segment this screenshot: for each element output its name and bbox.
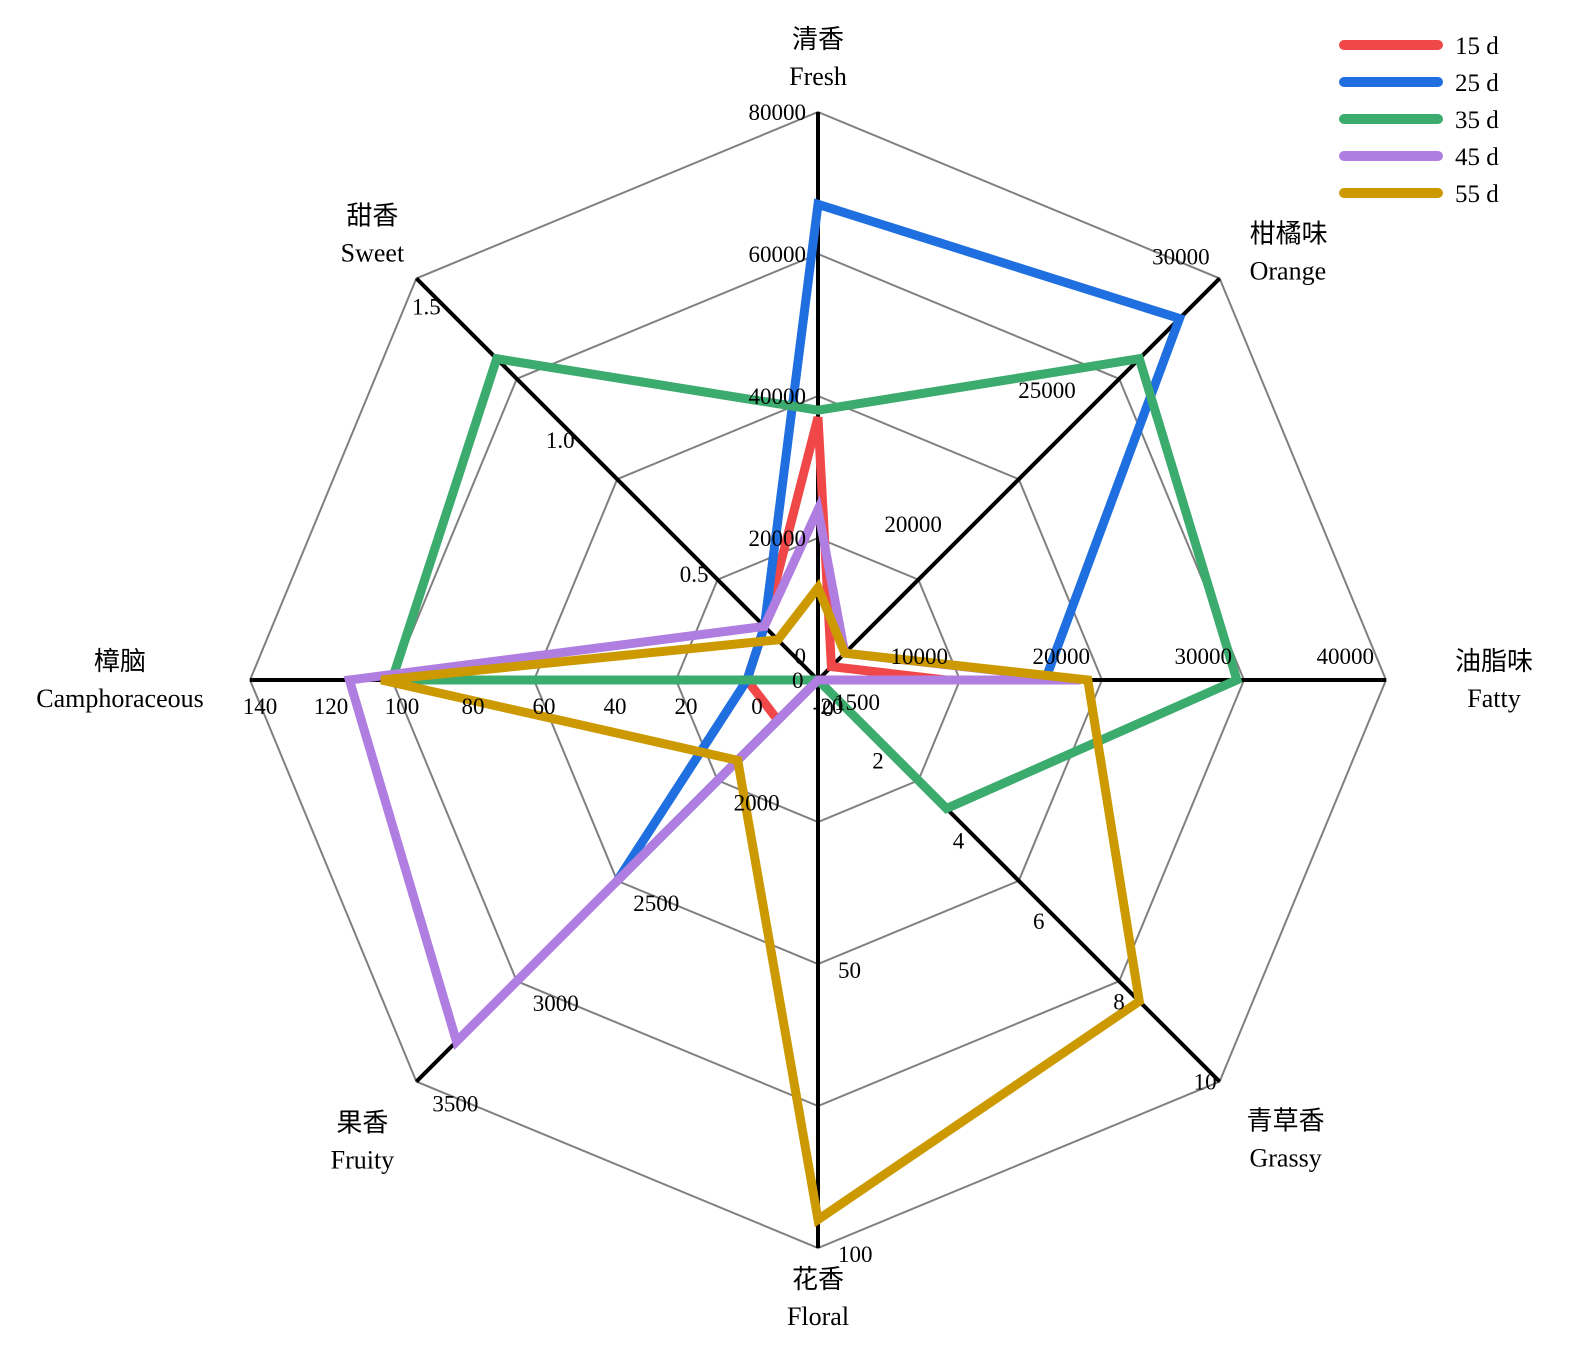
legend-item: 35 d [1339, 107, 1499, 134]
tick-label-sweet: 0 [822, 696, 834, 721]
tick-label-fruity: 2000 [734, 790, 780, 815]
legend-label: 55 d [1455, 181, 1499, 208]
tick-label-fresh: 60000 [749, 242, 807, 267]
series-line-15d [741, 416, 947, 728]
tick-label-camphoraceous: 40 [604, 694, 627, 719]
tick-label-fruity: 3500 [432, 1092, 478, 1117]
legend: 15 d 25 d 35 d 45 d 55 d [1339, 33, 1499, 208]
legend-item: 15 d [1339, 33, 1499, 60]
tick-label-camphoraceous: 80 [462, 694, 485, 719]
axis-title-en: Floral [787, 1302, 849, 1331]
axis-title-en: Orange [1250, 256, 1327, 285]
axis-title-grassy: 青草香 Grassy [1247, 1107, 1325, 1173]
tick-label-fatty: 10000 [891, 644, 949, 669]
tick-label-camphoraceous: 120 [314, 694, 349, 719]
axis-title-en: Fatty [1467, 684, 1520, 713]
tick-label-orange: 25000 [1018, 378, 1076, 403]
legend-label: 45 d [1455, 144, 1499, 171]
tick-label-floral: 50 [838, 958, 861, 983]
axis-title-cn: 清香 [792, 25, 844, 54]
axis-title-camphoraceous: 樟脑 Camphoraceous [36, 647, 204, 713]
tick-label-grassy: 0 [792, 668, 804, 693]
axis-title-sweet: 甜香 Sweet [341, 201, 405, 267]
axis-title-cn: 青草香 [1247, 1107, 1325, 1136]
axis-title-cn: 樟脑 [94, 647, 146, 676]
legend-label: 25 d [1455, 70, 1499, 97]
tick-label-camphoraceous: 100 [385, 694, 420, 719]
axis-title-fatty: 油脂味 Fatty [1455, 647, 1533, 713]
tick-label-grassy: 8 [1113, 989, 1125, 1014]
axis-title-fresh: 清香 Fresh [789, 25, 847, 91]
tick-label-camphoraceous: 140 [243, 694, 278, 719]
tick-label-fatty: 30000 [1175, 644, 1233, 669]
axis-title-layer: 清香 Fresh 柑橘味 Orange 油脂味 Fatty 青草香 Grassy 花香 Flora… [36, 25, 1533, 1331]
legend-item: 55 d [1339, 181, 1499, 208]
axis-title-en: Fresh [789, 62, 847, 91]
tick-label-fruity: 2500 [633, 891, 679, 916]
series-line-55d [380, 578, 1145, 1228]
legend-item: 45 d [1339, 144, 1499, 171]
tick-label-sweet: 1.5 [412, 294, 441, 319]
tick-label-grassy: 4 [953, 829, 965, 854]
tick-label-fruity: 3000 [533, 991, 579, 1016]
axis-title-cn: 柑橘味 [1250, 219, 1328, 248]
axis-title-en: Fruity [331, 1146, 395, 1175]
axis-line-orange [816, 276, 1222, 682]
tick-label-grassy: 10 [1194, 1070, 1217, 1095]
tick-label-camphoraceous: 0 [751, 694, 763, 719]
axis-title-fruity: 果香 Fruity [331, 1109, 395, 1175]
tick-label-fresh: 40000 [749, 384, 807, 409]
tick-label-fresh: 80000 [749, 100, 807, 125]
tick-label-fruity: 1500 [834, 690, 880, 715]
tick-label-camphoraceous: 20 [675, 694, 698, 719]
axis-title-en: Camphoraceous [36, 684, 204, 713]
axis-title-cn: 油脂味 [1455, 647, 1533, 676]
legend-label: 35 d [1455, 107, 1499, 134]
tick-label-orange: 20000 [884, 512, 942, 537]
axis-title-en: Grassy [1249, 1144, 1321, 1173]
series-layer [343, 198, 1243, 1228]
tick-label-floral: 100 [838, 1242, 873, 1267]
legend-label: 15 d [1455, 33, 1499, 60]
tick-label-sweet: 1.0 [546, 428, 575, 453]
tick-label-fatty: 20000 [1033, 644, 1091, 669]
tick-label-camphoraceous: 60 [533, 694, 556, 719]
tick-label-grassy: 6 [1033, 909, 1045, 934]
axis-title-cn: 果香 [336, 1109, 388, 1138]
axis-title-en: Sweet [341, 238, 405, 267]
axis-title-floral: 花香 Floral [787, 1265, 849, 1331]
tick-label-fresh: 20000 [749, 526, 807, 551]
axis-title-orange: 柑橘味 Orange [1250, 219, 1328, 285]
tick-label-grassy: 2 [872, 748, 884, 773]
axis-line-sweet [414, 276, 820, 682]
legend-item: 25 d [1339, 70, 1499, 97]
axis-title-cn: 甜香 [346, 201, 398, 230]
tick-label-sweet: 0.5 [680, 562, 709, 587]
series-line-25d [613, 198, 1186, 884]
tick-label-fatty: 0 [795, 644, 807, 669]
tick-label-fatty: 40000 [1317, 644, 1375, 669]
tick-label-orange: 30000 [1152, 244, 1210, 269]
tick-label-camphoraceous: -20 [813, 694, 844, 719]
series-line-35d [385, 353, 1243, 814]
axis-title-cn: 花香 [792, 1265, 844, 1294]
